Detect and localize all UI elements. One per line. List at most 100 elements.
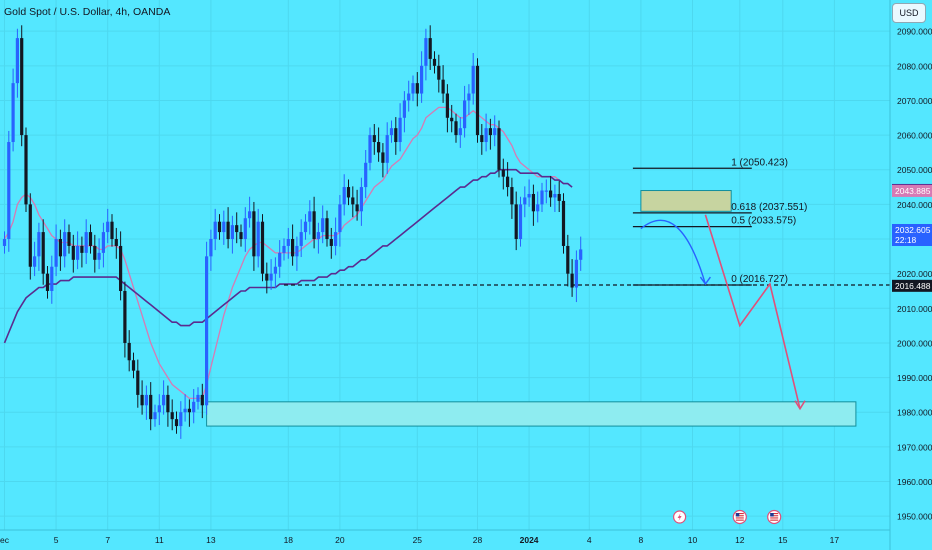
candle-body: [359, 187, 363, 212]
candle-body: [549, 190, 553, 198]
price-tick-label: 2060.000: [897, 131, 932, 141]
time-tick-label: 12: [735, 535, 745, 545]
fibonacci-levels: 1 (2050.423) 0.618 (2037.551) 0.5 (2033.57…: [284, 157, 890, 286]
candle-body: [321, 218, 325, 233]
flag-icon-stripe: [735, 513, 744, 515]
candle-body: [415, 83, 419, 94]
candle-body: [368, 135, 372, 163]
time-tick-label: 2024: [520, 535, 539, 545]
candle-body: [222, 221, 226, 233]
price-tick-label: 1960.000: [897, 477, 932, 487]
fib-label: 0 (2016.727): [731, 274, 788, 285]
flag-icon-stripe: [735, 517, 744, 519]
candle-body: [454, 121, 458, 136]
candle-body: [136, 370, 140, 395]
time-tick-label: 10: [688, 535, 698, 545]
candle-body: [398, 117, 402, 143]
candle-body: [265, 273, 269, 281]
ma-slow-line: [3, 168, 573, 344]
candle-body: [63, 232, 67, 257]
candle-body: [15, 38, 19, 84]
candle-body: [316, 232, 320, 240]
chart-title: Gold Spot / U.S. Dollar, 4h, OANDA: [4, 6, 171, 18]
candle-body: [200, 394, 204, 406]
zones-layer: [206, 190, 857, 427]
candle-body: [501, 169, 505, 177]
candle-body: [28, 204, 32, 267]
price-tick-label: 1980.000: [897, 408, 932, 418]
candle-body: [334, 232, 338, 246]
candle-body: [506, 176, 510, 188]
price-tick-label: 1990.000: [897, 373, 932, 383]
candle-body: [325, 218, 329, 240]
flag-icon-stripe: [770, 517, 779, 519]
price-label-bg: [892, 184, 932, 197]
candle-body: [2, 239, 7, 246]
candle-body: [497, 128, 501, 170]
candle-body: [480, 135, 484, 143]
candle-body: [411, 83, 415, 94]
candle-body: [119, 245, 123, 291]
candle-body: [114, 239, 118, 246]
projection-arrows: [640, 214, 806, 411]
candle-body: [531, 193, 535, 212]
flag-icon-stripe: [735, 515, 744, 517]
fib-label: 0.5 (2033.575): [731, 216, 796, 227]
price-label-text: 2016.488: [895, 281, 931, 291]
fib-label: 0.618 (2037.551): [731, 202, 807, 213]
candle-body: [394, 128, 398, 143]
candle-body: [518, 204, 523, 240]
candle-body: [493, 128, 497, 136]
candle-body: [93, 245, 97, 260]
candle-body: [157, 405, 161, 413]
flag-icon: [732, 509, 747, 525]
price-tick-label: 2040.000: [897, 200, 932, 210]
candle-body: [514, 204, 518, 240]
flag-icon-stripe: [770, 513, 779, 515]
candle-body: [153, 412, 157, 420]
candle-body: [235, 225, 239, 233]
candle-body: [187, 408, 191, 413]
price-axis-bg: [890, 0, 932, 550]
candle-body: [561, 200, 566, 246]
flash-icon-bolt: [677, 513, 682, 521]
candle-body: [355, 204, 359, 212]
candle-body: [209, 239, 213, 257]
flag-icon-stripe: [770, 519, 779, 521]
candle-body: [67, 232, 71, 246]
candle-body: [179, 412, 183, 427]
candle-body: [579, 249, 583, 260]
candle-body: [291, 239, 295, 257]
candle-body: [488, 128, 492, 136]
price-axis[interactable]: 1950.000 1960.000 1970.000 1980.000 1990.000…: [889, 0, 932, 550]
candle-body: [33, 256, 37, 267]
flash-icon: [672, 510, 687, 524]
candle-body: [445, 93, 449, 118]
candle-body: [230, 225, 234, 240]
candle-body: [140, 394, 144, 406]
candle-body: [372, 135, 376, 143]
candle-body: [183, 408, 187, 413]
price-tick-label: 2010.000: [897, 304, 932, 314]
candle-body: [37, 232, 41, 257]
candle-body: [407, 93, 411, 101]
candle-body: [381, 152, 385, 163]
time-axis[interactable]: ec 5 7 11 13 18 20 25 28 2024 4 8 10 12 15 17: [0, 529, 890, 545]
candle-body: [144, 394, 148, 406]
candle-body: [574, 259, 578, 288]
candle-body: [467, 93, 471, 101]
candle-body: [351, 197, 355, 205]
candle-body: [80, 245, 84, 253]
candle-body: [385, 135, 389, 163]
currency-button[interactable]: USD: [892, 3, 926, 23]
supply-zone: [640, 190, 732, 212]
candle-body: [54, 239, 58, 267]
candle-body: [45, 273, 50, 291]
candle-body: [308, 211, 312, 222]
candle-body: [475, 65, 480, 136]
candle-body: [88, 232, 93, 246]
blue-projection-arrow: [640, 219, 707, 285]
